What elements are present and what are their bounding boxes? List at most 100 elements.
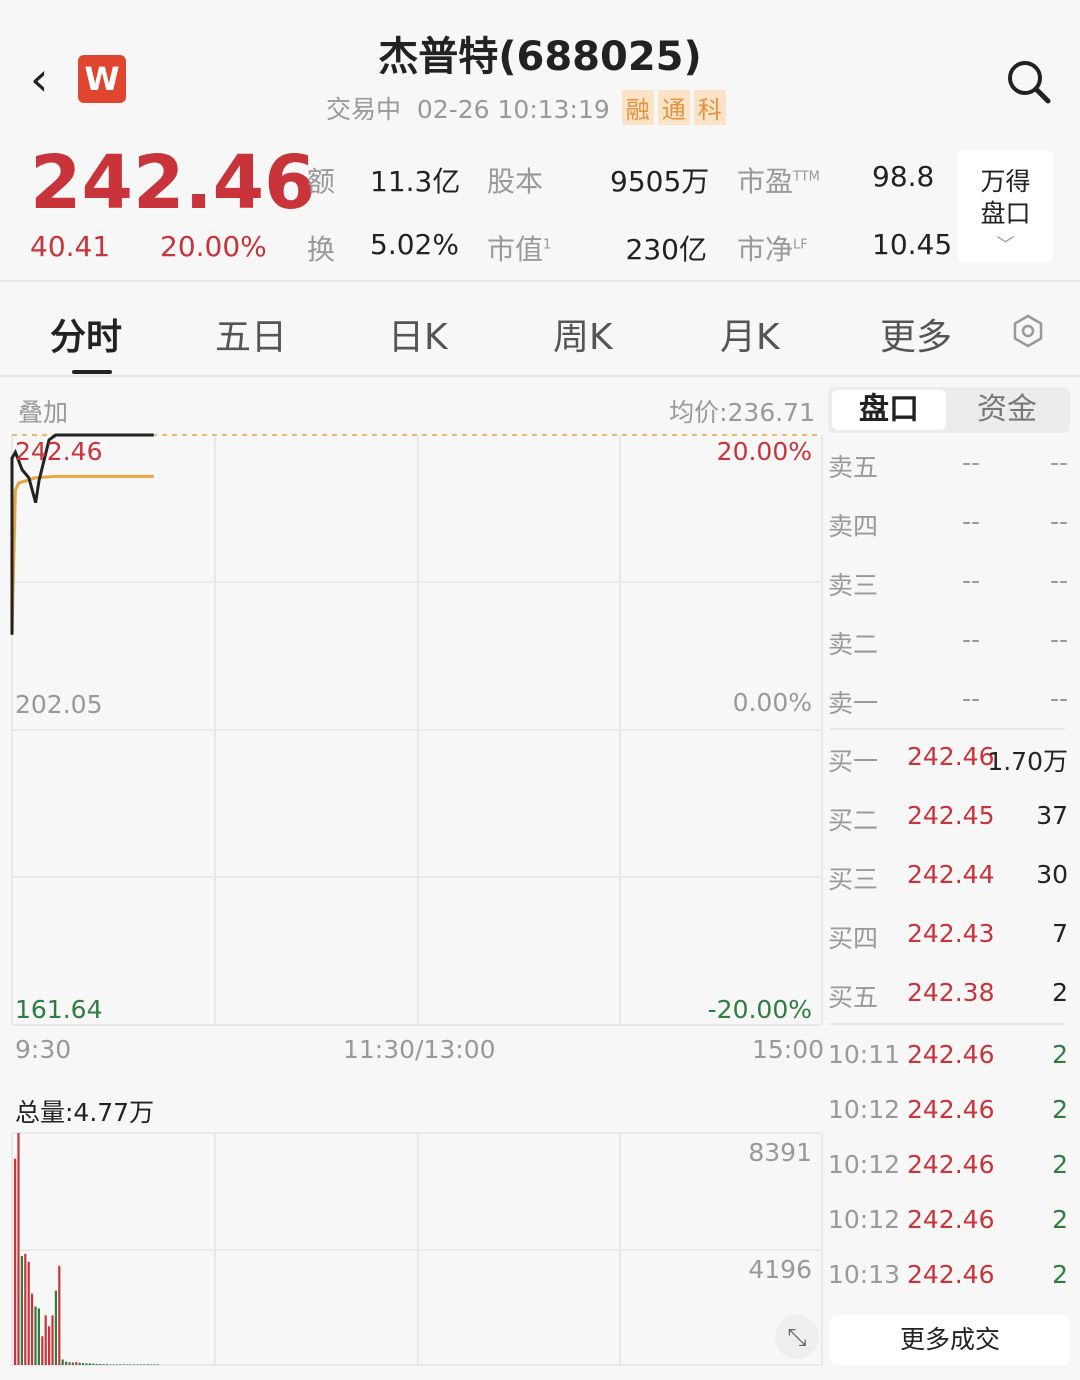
more-trades-button[interactable]: 更多成交 [830, 1315, 1070, 1365]
trade-volume: 2 [1052, 1040, 1068, 1069]
ask-price: -- [962, 625, 981, 654]
ask-volume: -- [1049, 448, 1068, 477]
overlay-button[interactable]: 叠加 [18, 398, 69, 427]
volume-bar [37, 1308, 40, 1365]
volume-bar [109, 1364, 112, 1365]
bid-volume: 30 [1036, 860, 1068, 889]
volume-bar [58, 1265, 61, 1365]
tag-connect: 通 [657, 90, 690, 125]
volume-bar [139, 1364, 142, 1365]
volume-bar [105, 1364, 108, 1365]
stat-value: 11.3亿 [370, 165, 461, 198]
search-icon[interactable] [1005, 58, 1053, 106]
volume-bar [27, 1261, 30, 1365]
bid-label: 买五 [828, 983, 879, 1012]
x-label-mid: 11:30/13:00 [343, 1035, 496, 1064]
datetime: 02-26 10:13:19 [416, 95, 610, 124]
volume-bar [48, 1326, 51, 1365]
bid-label: 买四 [828, 924, 879, 953]
ask-volume: -- [1049, 684, 1068, 713]
tab-3[interactable]: 周K [553, 317, 613, 358]
vol-label-mid: 4196 [748, 1255, 812, 1284]
stat-value: 5.02% [370, 228, 459, 261]
tab-0[interactable]: 分时 [50, 317, 123, 358]
active-tab-indicator [72, 370, 112, 374]
tab-5[interactable]: 更多 [880, 317, 953, 358]
pct-mid-label: 0.00% [732, 688, 812, 717]
stat-label: 市净LF [737, 233, 808, 266]
ask-volume: -- [1049, 566, 1068, 595]
stat-value: 9505万 [610, 165, 710, 198]
bid-label: 买一 [828, 747, 879, 776]
vol-label-top: 8391 [748, 1138, 812, 1167]
volume-bar [78, 1362, 81, 1365]
x-label-close: 15:00 [752, 1035, 825, 1064]
volume-bar [54, 1290, 57, 1365]
intraday-chart[interactable] [0, 420, 825, 1380]
volume-bar [20, 1255, 23, 1365]
trade-volume: 2 [1052, 1260, 1068, 1289]
x-label-open: 9:30 [15, 1035, 72, 1064]
volume-bar [146, 1364, 149, 1365]
trade-price: 242.46 [907, 1260, 995, 1289]
volume-bar [156, 1364, 159, 1365]
stat-value: 10.45 [872, 228, 953, 261]
bid-price: 242.46 [907, 742, 995, 771]
trade-price: 242.46 [907, 1205, 995, 1234]
bid-volume: 7 [1052, 919, 1068, 948]
volume-bar [95, 1363, 98, 1365]
price-line [10, 433, 154, 635]
stat-value: 98.8 [872, 160, 935, 193]
volume-bar [14, 1158, 17, 1365]
trade-time: 10:13 [828, 1260, 901, 1289]
volume-bar [102, 1364, 105, 1365]
pct-bottom-label: -20.00% [707, 995, 812, 1024]
volume-bar [116, 1364, 119, 1365]
y-top-label: 242.46 [15, 437, 103, 466]
bid-price: 242.45 [907, 801, 995, 830]
tag-margin: 融 [621, 90, 654, 125]
trade-volume: 2 [1052, 1150, 1068, 1179]
wind-logo: W [78, 55, 126, 103]
tab-1[interactable]: 五日 [215, 317, 288, 358]
expand-icon[interactable]: ⤡ [775, 1315, 819, 1359]
ask-volume: -- [1049, 625, 1068, 654]
bid-label: 买三 [828, 865, 879, 894]
volume-bar [153, 1364, 156, 1365]
tab-2[interactable]: 日K [388, 317, 448, 358]
volume-bar [61, 1359, 64, 1365]
tab-4[interactable]: 月K [720, 317, 780, 358]
volume-bar [41, 1336, 44, 1365]
panel-tab-capital[interactable]: 资金 [977, 392, 1037, 427]
trading-status: 交易中 02-26 10:13:19 融通科 [326, 90, 726, 126]
trade-time: 10:12 [828, 1150, 901, 1179]
back-button[interactable]: ‹ [30, 52, 49, 106]
ask-volume: -- [1049, 507, 1068, 536]
wind-orderbook-button[interactable]: 万得 盘口 ﹀ [958, 150, 1053, 262]
bid-volume: 2 [1052, 978, 1068, 1007]
ask-price: -- [962, 507, 981, 536]
page-title: 杰普特(688025) [378, 34, 702, 80]
volume-bar [136, 1364, 139, 1365]
volume-bar [92, 1363, 95, 1365]
stat-label: 换 [307, 233, 336, 266]
settings-hexagon-icon[interactable] [1010, 313, 1046, 349]
panel-tab-orderbook[interactable]: 盘口 [832, 390, 946, 430]
bid-volume: 37 [1036, 801, 1068, 830]
trade-price: 242.46 [907, 1150, 995, 1179]
price-change-pct: 20.00% [160, 230, 267, 263]
volume-bar [85, 1363, 88, 1365]
y-bottom-label: 161.64 [15, 995, 103, 1024]
volume-bar [126, 1364, 129, 1365]
volume-bar [31, 1293, 34, 1365]
volume-bar [150, 1364, 153, 1365]
volume-bar [68, 1362, 71, 1365]
volume-bar [133, 1364, 136, 1365]
volume-bar [82, 1363, 85, 1365]
trade-time: 10:12 [828, 1205, 901, 1234]
trade-price: 242.46 [907, 1095, 995, 1124]
stat-label: 额 [307, 165, 336, 198]
tag-star: 科 [693, 90, 726, 125]
volume-bar [75, 1361, 78, 1365]
orderbook-label: 盘口 [980, 199, 1031, 228]
